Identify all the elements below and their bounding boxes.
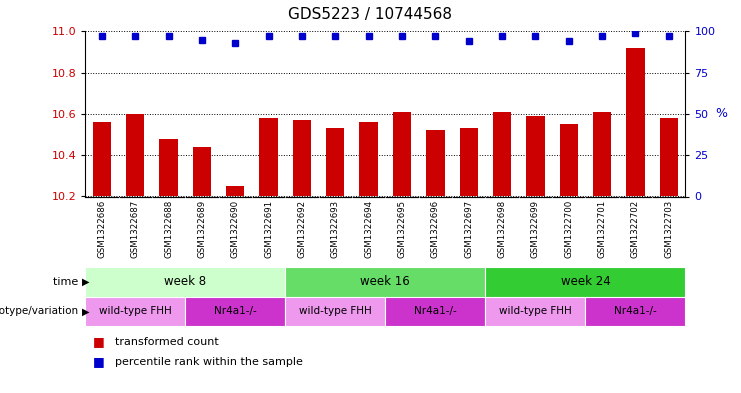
Text: GSM1322696: GSM1322696 (431, 200, 440, 258)
Text: genotype/variation: genotype/variation (0, 307, 82, 316)
Text: GSM1322697: GSM1322697 (464, 200, 473, 258)
Text: ■: ■ (93, 355, 104, 368)
Bar (85, 267, 285, 297)
Bar (293, 120, 311, 196)
Bar (593, 112, 611, 196)
Text: GSM1322691: GSM1322691 (264, 200, 273, 258)
Text: wild-type FHH: wild-type FHH (299, 307, 372, 316)
Text: ▶: ▶ (82, 277, 89, 287)
Text: GSM1322692: GSM1322692 (297, 200, 307, 258)
Text: Nr4a1-/-: Nr4a1-/- (214, 307, 256, 316)
Text: ▶: ▶ (82, 307, 89, 316)
Text: Nr4a1-/-: Nr4a1-/- (414, 307, 456, 316)
Bar (285, 267, 485, 297)
Text: GDS5223 / 10744568: GDS5223 / 10744568 (288, 7, 453, 22)
Text: GSM1322695: GSM1322695 (397, 200, 407, 258)
Text: GSM1322693: GSM1322693 (330, 200, 340, 258)
Text: GSM1322701: GSM1322701 (597, 200, 607, 258)
Text: GSM1322698: GSM1322698 (497, 200, 507, 258)
Bar (359, 122, 378, 196)
Bar (393, 112, 411, 196)
Bar (626, 48, 645, 196)
Text: time: time (53, 277, 82, 287)
Text: ■: ■ (93, 335, 104, 349)
Text: GSM1322702: GSM1322702 (631, 200, 640, 258)
Bar (426, 130, 445, 196)
Bar (459, 129, 478, 196)
Bar (159, 139, 178, 196)
Bar (93, 122, 111, 196)
Text: week 8: week 8 (165, 275, 206, 288)
Bar (659, 118, 678, 196)
Text: GSM1322699: GSM1322699 (531, 200, 540, 258)
Text: GSM1322689: GSM1322689 (197, 200, 207, 258)
Text: wild-type FHH: wild-type FHH (99, 307, 172, 316)
Text: percentile rank within the sample: percentile rank within the sample (115, 356, 303, 367)
Bar (559, 124, 578, 196)
Text: transformed count: transformed count (115, 337, 219, 347)
Bar (326, 129, 345, 196)
Bar (185, 297, 285, 326)
Y-axis label: %: % (715, 107, 727, 121)
Bar (259, 118, 278, 196)
Bar (226, 186, 245, 196)
Bar (485, 267, 685, 297)
Text: GSM1322686: GSM1322686 (97, 200, 107, 258)
Text: wild-type FHH: wild-type FHH (499, 307, 572, 316)
Text: GSM1322694: GSM1322694 (364, 200, 373, 258)
Text: week 24: week 24 (560, 275, 611, 288)
Bar (193, 147, 211, 196)
Text: Nr4a1-/-: Nr4a1-/- (614, 307, 657, 316)
Bar (85, 297, 185, 326)
Text: GSM1322703: GSM1322703 (664, 200, 674, 258)
Text: week 16: week 16 (360, 275, 411, 288)
Bar (585, 297, 685, 326)
Text: GSM1322700: GSM1322700 (564, 200, 574, 258)
Bar (285, 297, 385, 326)
Bar (493, 112, 511, 196)
Bar (526, 116, 545, 196)
Text: GSM1322687: GSM1322687 (130, 200, 140, 258)
Bar (385, 297, 485, 326)
Text: GSM1322690: GSM1322690 (230, 200, 240, 258)
Text: GSM1322688: GSM1322688 (164, 200, 173, 258)
Bar (485, 297, 585, 326)
Bar (126, 114, 144, 196)
